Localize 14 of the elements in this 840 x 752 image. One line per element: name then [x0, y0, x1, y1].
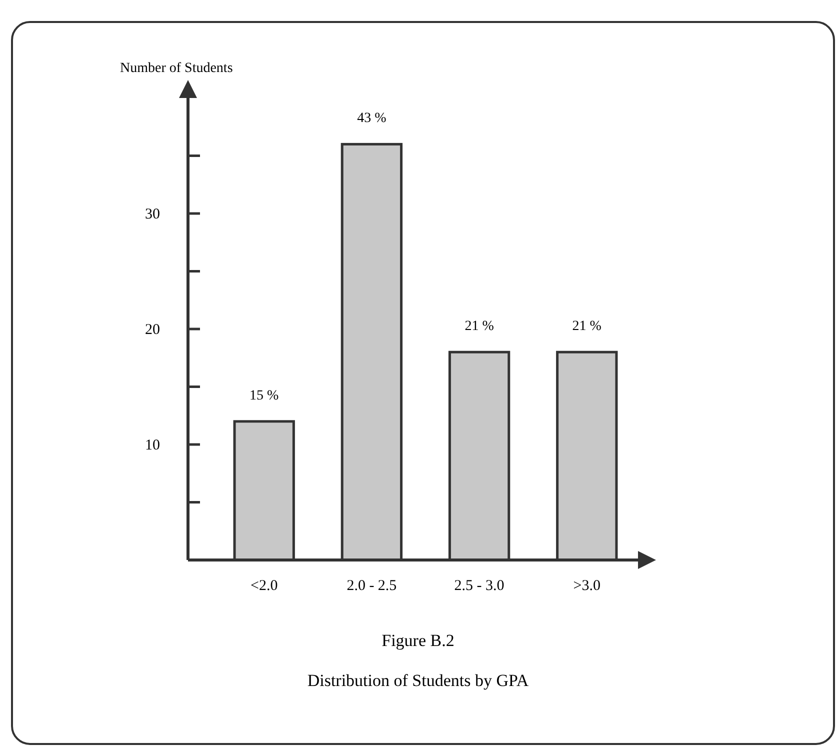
y-tick-label: 10 — [145, 438, 160, 454]
text: Distribution of Students by GPA — [307, 671, 530, 690]
annotation: 21 % — [572, 319, 602, 334]
annotation: 21 % — [464, 319, 494, 334]
x-tick-label: <2.0 — [250, 578, 278, 594]
text: Figure B.2 — [382, 631, 454, 650]
x-tick-label: 2.5 - 3.0 — [454, 578, 504, 594]
annotation: 43 % — [357, 111, 387, 126]
y-tick-label: 30 — [145, 206, 160, 222]
y-tick-label: 20 — [145, 322, 160, 338]
x-tick-label: 2.0 - 2.5 — [346, 578, 397, 594]
annotation: 15 % — [250, 388, 280, 404]
x-tick-label: >3.0 — [573, 578, 600, 594]
y-axis-title: Number of Students — [120, 61, 233, 76]
